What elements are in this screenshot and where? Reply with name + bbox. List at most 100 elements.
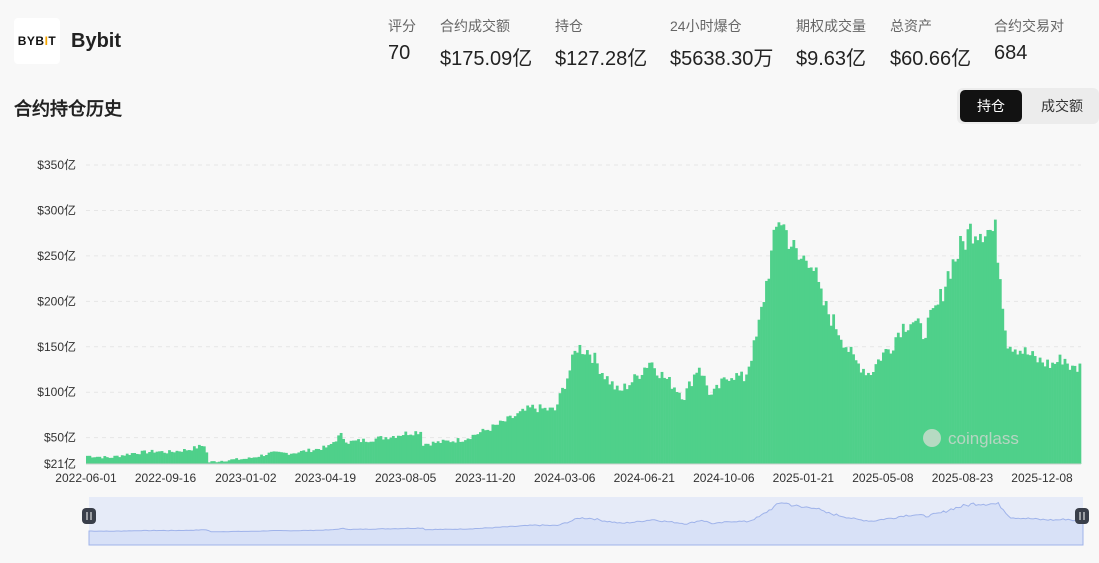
oi-bar <box>115 455 119 464</box>
x-tick-label: 2024-10-06 <box>693 471 755 485</box>
oi-bar <box>168 450 171 464</box>
oi-bar <box>857 363 860 464</box>
oi-bar <box>1071 365 1074 464</box>
oi-bar <box>660 371 664 464</box>
grid-lines <box>86 164 1081 439</box>
oi-bar <box>760 306 763 464</box>
oi-bar <box>936 304 940 464</box>
oi-bar <box>90 457 94 464</box>
oi-bar <box>598 373 602 464</box>
y-tick-label: $50亿 <box>44 430 76 445</box>
bybit-logo: BYBIT <box>14 18 60 64</box>
oi-bar <box>125 453 129 464</box>
x-tick-label: 2023-08-05 <box>375 471 437 485</box>
stat-value: 70 <box>388 42 411 64</box>
navigator-left-handle[interactable] <box>82 508 96 524</box>
stat-options-volume: 期权成交量 $9.63亿 <box>796 16 866 71</box>
oi-bar <box>546 410 549 464</box>
x-tick-label: 2025-01-21 <box>773 471 835 485</box>
oi-bar <box>536 412 540 464</box>
oi-bar <box>456 438 460 464</box>
oi-bar <box>374 438 378 464</box>
oi-bar <box>148 452 151 464</box>
oi-bar <box>889 353 893 464</box>
y-tick-label: $200亿 <box>37 293 76 308</box>
oi-bar <box>822 305 826 464</box>
oi-bar <box>819 288 823 464</box>
stat-futures-volume: 合约成交额 $175.09亿 <box>440 16 532 71</box>
oi-bar <box>610 381 614 464</box>
oi-bar <box>1023 347 1027 464</box>
stat-label: 24小时爆仓 <box>670 18 742 34</box>
oi-bar <box>232 459 236 464</box>
oi-bar <box>993 219 997 464</box>
oi-bar <box>635 375 639 464</box>
oi-bar <box>461 441 465 464</box>
oi-bar <box>605 376 609 464</box>
oi-bar <box>1056 362 1059 464</box>
navigator-right-handle[interactable] <box>1075 508 1089 524</box>
oi-bar <box>780 225 783 464</box>
oi-bar <box>730 378 734 464</box>
oi-bar <box>349 440 353 464</box>
oi-bar <box>200 445 204 464</box>
oi-bar <box>899 337 903 464</box>
y-tick-label: $100亿 <box>37 384 76 399</box>
stat-value: 684 <box>994 42 1028 64</box>
oi-bar <box>1003 330 1007 464</box>
oi-bar <box>481 428 485 464</box>
oi-bar <box>382 439 385 464</box>
stat-trading-pairs: 合约交易对 684 <box>994 16 1064 65</box>
oi-bar <box>1078 363 1082 464</box>
oi-bar <box>613 389 617 464</box>
oi-bar <box>386 439 390 464</box>
oi-bar <box>859 372 863 464</box>
oi-bar <box>100 458 104 464</box>
oi-bar <box>722 377 726 464</box>
oi-bar <box>775 226 778 464</box>
oi-bar <box>1036 362 1040 464</box>
oi-bar <box>312 450 316 464</box>
oi-bar <box>513 416 517 464</box>
oi-bar <box>416 434 420 464</box>
oi-bar <box>250 457 253 464</box>
oi-bar <box>449 442 452 464</box>
oi-bar <box>309 452 313 464</box>
oi-bar <box>531 404 535 464</box>
oi-bar <box>297 452 301 464</box>
oi-bar <box>735 373 739 464</box>
oi-bar <box>344 442 348 464</box>
oi-bar <box>491 424 495 464</box>
oi-bar <box>891 350 895 464</box>
oi-bar <box>486 429 490 464</box>
oi-bar <box>118 457 122 464</box>
oi-bar <box>541 408 544 464</box>
oi-bar <box>406 435 410 464</box>
oi-bar <box>931 308 935 464</box>
oi-bar <box>630 382 634 464</box>
oi-bar <box>998 279 1002 464</box>
oi-bar <box>506 416 510 464</box>
oi-bar <box>247 457 251 464</box>
oi-bar <box>979 233 982 464</box>
volume-tab[interactable]: 成交额 <box>1041 98 1083 114</box>
oi-bar <box>663 377 666 464</box>
oi-bar <box>319 449 323 464</box>
oi-bar <box>396 435 400 464</box>
x-axis-labels: 2022-06-01 2022-09-16 2023-01-02 2023-04-19… <box>55 471 1073 485</box>
open-interest-tab[interactable]: 持仓 <box>960 90 1022 122</box>
oi-bar <box>471 434 475 464</box>
oi-bar <box>538 404 542 464</box>
oi-bar <box>926 317 930 464</box>
oi-bar <box>426 443 430 464</box>
oi-bar <box>946 271 950 464</box>
oi-bar <box>197 444 201 464</box>
oi-bar <box>966 229 970 464</box>
oi-bar <box>877 359 880 464</box>
oi-bar <box>762 302 766 464</box>
oi-bar <box>145 453 149 464</box>
oi-bar <box>799 258 803 464</box>
oi-bar <box>352 440 355 464</box>
oi-bar <box>369 441 373 464</box>
